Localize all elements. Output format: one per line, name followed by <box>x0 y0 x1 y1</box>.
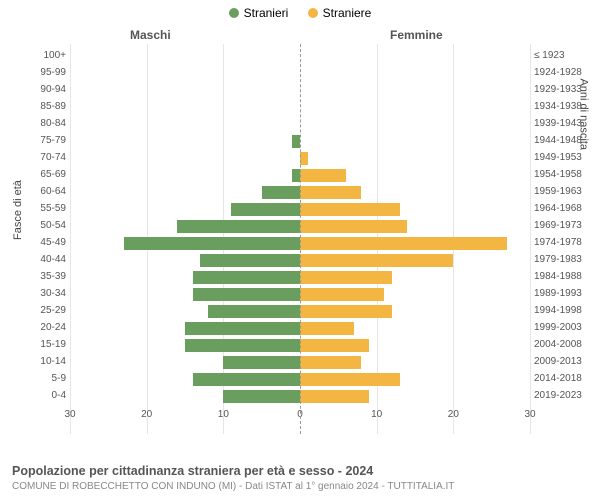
y-tick-birth: 2004-2008 <box>534 337 582 353</box>
bar-female <box>300 305 392 318</box>
bar-female <box>300 237 507 250</box>
bar-female <box>300 373 400 386</box>
bar-male <box>193 271 300 284</box>
legend-item-female: Straniere <box>308 6 372 20</box>
y-tick-age: 70-74 <box>18 150 66 166</box>
x-tick: 10 <box>371 409 382 420</box>
chart-title: Popolazione per cittadinanza straniera p… <box>12 464 373 478</box>
chart-subtitle: COMUNE DI ROBECCHETTO CON INDUNO (MI) - … <box>12 481 454 492</box>
bar-female <box>300 356 361 369</box>
x-tick: 10 <box>218 409 229 420</box>
bar-male <box>177 220 300 233</box>
y-tick-age: 0-4 <box>18 388 66 404</box>
y-tick-age: 25-29 <box>18 303 66 319</box>
y-tick-birth: 2014-2018 <box>534 371 582 387</box>
y-tick-age: 80-84 <box>18 116 66 132</box>
bar-female <box>300 288 384 301</box>
y-tick-age: 55-59 <box>18 201 66 217</box>
y-tick-age: 100+ <box>18 48 66 64</box>
bar-male <box>185 339 300 352</box>
bar-female <box>300 186 361 199</box>
y-tick-birth: 1939-1943 <box>534 116 582 132</box>
bar-male <box>193 373 300 386</box>
y-tick-birth: 1989-1993 <box>534 286 582 302</box>
bar-male <box>124 237 300 250</box>
y-tick-age: 50-54 <box>18 218 66 234</box>
y-tick-birth: ≤ 1923 <box>534 48 565 64</box>
plot-center-line <box>300 44 301 434</box>
y-tick-age: 20-24 <box>18 320 66 336</box>
x-tick: 20 <box>448 409 459 420</box>
x-tick: 30 <box>524 409 535 420</box>
y-tick-birth: 2019-2023 <box>534 388 582 404</box>
y-tick-age: 40-44 <box>18 252 66 268</box>
column-heading-female: Femmine <box>390 28 443 42</box>
legend: Stranieri Straniere <box>0 6 600 21</box>
y-tick-birth: 1984-1988 <box>534 269 582 285</box>
gridline <box>530 44 531 434</box>
y-tick-age: 15-19 <box>18 337 66 353</box>
y-tick-birth: 1974-1978 <box>534 235 582 251</box>
x-tick: 30 <box>64 409 75 420</box>
legend-dot-female <box>308 8 318 18</box>
legend-dot-male <box>229 8 239 18</box>
bar-female <box>300 169 346 182</box>
y-tick-age: 5-9 <box>18 371 66 387</box>
y-tick-age: 90-94 <box>18 82 66 98</box>
bar-female <box>300 152 308 165</box>
x-tick: 20 <box>141 409 152 420</box>
bar-male <box>223 390 300 403</box>
y-tick-age: 95-99 <box>18 65 66 81</box>
bar-female <box>300 390 369 403</box>
bar-male <box>185 322 300 335</box>
y-tick-birth: 1934-1938 <box>534 99 582 115</box>
y-tick-birth: 1969-1973 <box>534 218 582 234</box>
y-tick-birth: 1964-1968 <box>534 201 582 217</box>
y-tick-age: 60-64 <box>18 184 66 200</box>
y-tick-age: 35-39 <box>18 269 66 285</box>
y-tick-birth: 1979-1983 <box>534 252 582 268</box>
y-tick-age: 75-79 <box>18 133 66 149</box>
y-tick-age: 10-14 <box>18 354 66 370</box>
y-tick-birth: 2009-2013 <box>534 354 582 370</box>
bar-male <box>292 135 300 148</box>
bar-male <box>193 288 300 301</box>
bar-female <box>300 220 407 233</box>
legend-label-female: Straniere <box>323 6 372 20</box>
bar-female <box>300 203 400 216</box>
y-tick-birth: 1949-1953 <box>534 150 582 166</box>
y-tick-birth: 1999-2003 <box>534 320 582 336</box>
y-tick-birth: 1944-1948 <box>534 133 582 149</box>
y-tick-birth: 1954-1958 <box>534 167 582 183</box>
legend-item-male: Stranieri <box>229 6 289 20</box>
bar-male <box>292 169 300 182</box>
y-tick-age: 85-89 <box>18 99 66 115</box>
population-pyramid-plot <box>70 44 530 434</box>
bar-male <box>208 305 300 318</box>
bar-female <box>300 254 453 267</box>
bar-male <box>262 186 300 199</box>
y-tick-birth: 1929-1933 <box>534 82 582 98</box>
column-heading-male: Maschi <box>130 28 171 42</box>
y-tick-age: 45-49 <box>18 235 66 251</box>
y-tick-birth: 1959-1963 <box>534 184 582 200</box>
legend-label-male: Stranieri <box>244 6 289 20</box>
y-tick-age: 65-69 <box>18 167 66 183</box>
bar-female <box>300 339 369 352</box>
y-tick-age: 30-34 <box>18 286 66 302</box>
bar-female <box>300 271 392 284</box>
y-tick-birth: 1994-1998 <box>534 303 582 319</box>
bar-male <box>223 356 300 369</box>
y-tick-birth: 1924-1928 <box>534 65 582 81</box>
bar-female <box>300 322 354 335</box>
bar-male <box>200 254 300 267</box>
bar-male <box>231 203 300 216</box>
